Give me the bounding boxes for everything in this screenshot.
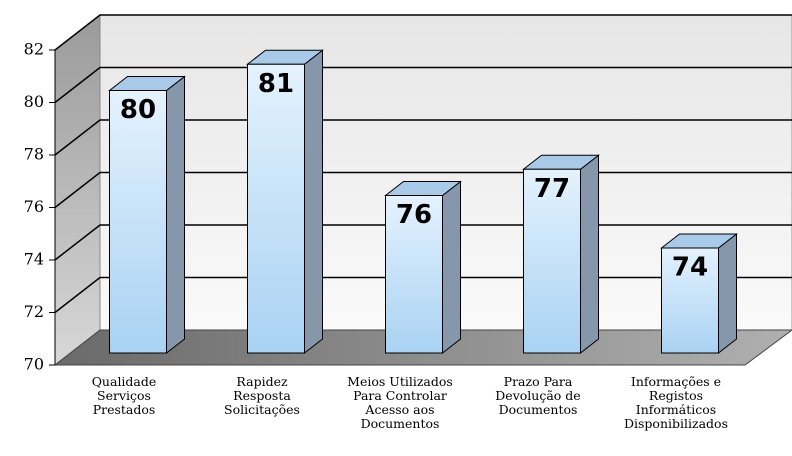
y-tick-label: 76	[24, 197, 44, 216]
data-label: 77	[534, 174, 570, 204]
bar	[661, 247, 719, 354]
bar	[247, 63, 305, 354]
grid-line	[54, 66, 792, 104]
y-tick-label: 70	[24, 355, 44, 374]
data-label: 74	[672, 253, 708, 283]
bar-side	[718, 232, 737, 355]
data-label: 76	[396, 200, 432, 230]
y-tick-label: 72	[24, 302, 44, 321]
data-label: 81	[258, 69, 294, 99]
x-tick-label: Qualidade Serviços Prestados	[91, 374, 157, 417]
y-tick-label: 74	[24, 250, 44, 269]
x-tick-label: Prazo Para Devolução de Documentos	[495, 374, 581, 417]
x-tick-label: Rapidez Resposta Solicitações	[224, 374, 300, 417]
bar	[109, 90, 167, 354]
x-tick-label: Informações e Registos Informáticos Disp…	[624, 374, 728, 431]
bar-side	[166, 75, 185, 355]
y-tick-label: 78	[24, 145, 44, 164]
bar	[523, 168, 581, 354]
y-tick-label: 80	[24, 92, 44, 111]
bar	[385, 195, 443, 354]
bar-side	[442, 180, 461, 355]
bar-side	[304, 49, 323, 355]
grid-line	[54, 119, 792, 156]
x-tick-label: Meios Utilizados Para Controlar Acesso a…	[347, 374, 453, 431]
data-label: 80	[120, 95, 156, 125]
grid-line	[54, 14, 792, 51]
y-tick-label: 82	[24, 40, 44, 59]
bar-side	[580, 154, 599, 355]
